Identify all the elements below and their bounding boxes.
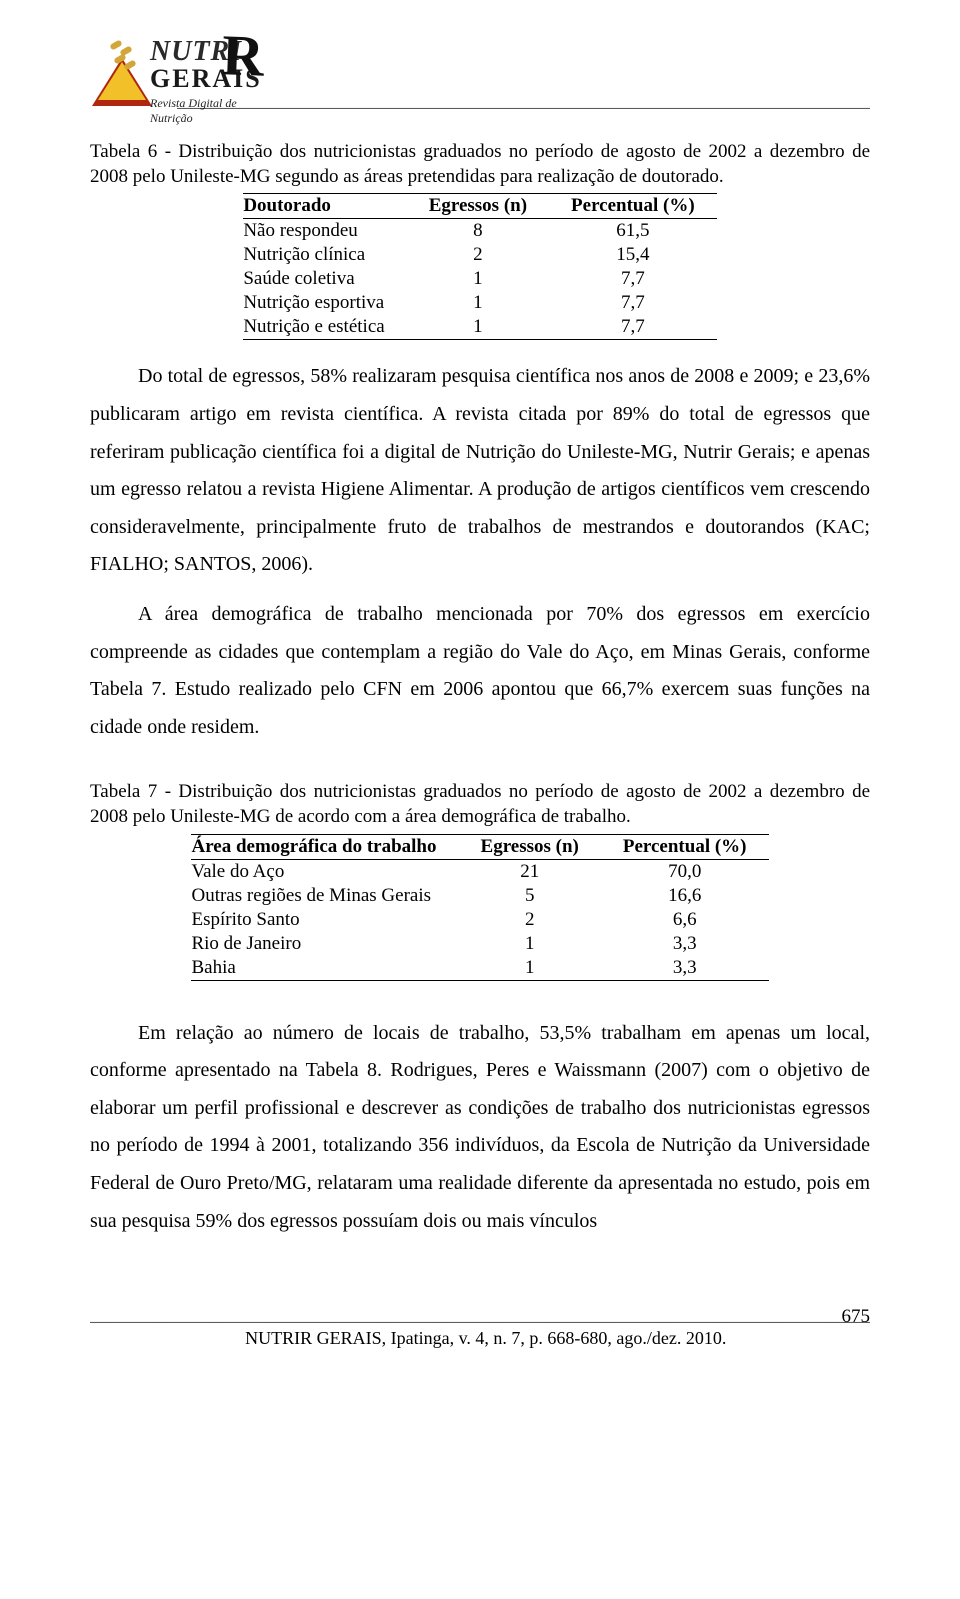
table-row: Nutrição clínica215,4: [243, 243, 716, 267]
table-row: Bahia13,3: [191, 956, 768, 981]
table7-h2: Percentual (%): [601, 834, 769, 859]
table7-caption: Tabela 7 - Distribuição dos nutricionist…: [90, 780, 870, 829]
paragraph-1: Do total de egressos, 58% realizaram pes…: [90, 358, 870, 584]
table6: Doutorado Egressos (n) Percentual (%) Nã…: [243, 193, 716, 340]
table6-h1: Egressos (n): [407, 194, 549, 219]
footer: NUTRIR GERAIS, Ipatinga, v. 4, n. 7, p. …: [90, 1328, 870, 1350]
table-row: Nutrição esportiva17,7: [243, 291, 716, 315]
table6-h2: Percentual (%): [549, 194, 717, 219]
table-row: Rio de Janeiro13,3: [191, 932, 768, 956]
footer-citation: NUTRIR GERAIS, Ipatinga, v. 4, n. 7, p. …: [130, 1328, 842, 1349]
logo-big-r-icon: R: [221, 21, 265, 89]
table6-h0: Doutorado: [243, 194, 406, 219]
page-number: 675: [842, 1306, 871, 1328]
table-row: Não respondeu861,5: [243, 219, 716, 244]
wheat-triangle-icon: [92, 48, 154, 110]
journal-logo: NUTRI R GERAIS Revista Digital de Nutriç…: [90, 30, 173, 120]
header: NUTRI R GERAIS Revista Digital de Nutriç…: [90, 30, 870, 120]
table-row: Outras regiões de Minas Gerais516,6: [191, 884, 768, 908]
footer-rule: ________________________________________…: [90, 1310, 870, 1326]
table7-h1: Egressos (n): [459, 834, 601, 859]
table-row: Saúde coletiva17,7: [243, 267, 716, 291]
table7-h0: Área demográfica do trabalho: [191, 834, 458, 859]
table-row: Nutrição e estética17,7: [243, 315, 716, 340]
paragraph-2: A área demográfica de trabalho mencionad…: [90, 596, 870, 746]
paragraph-3: Em relação ao número de locais de trabal…: [90, 1015, 870, 1241]
table-row: Vale do Aço2170,0: [191, 859, 768, 884]
table6-caption: Tabela 6 - Distribuição dos nutricionist…: [90, 140, 870, 189]
table7: Área demográfica do trabalho Egressos (n…: [191, 834, 768, 981]
header-rule: ________________________________________…: [177, 96, 870, 112]
table-row: Espírito Santo26,6: [191, 908, 768, 932]
logo-subtitle: Revista Digital de Nutrição: [150, 96, 262, 126]
